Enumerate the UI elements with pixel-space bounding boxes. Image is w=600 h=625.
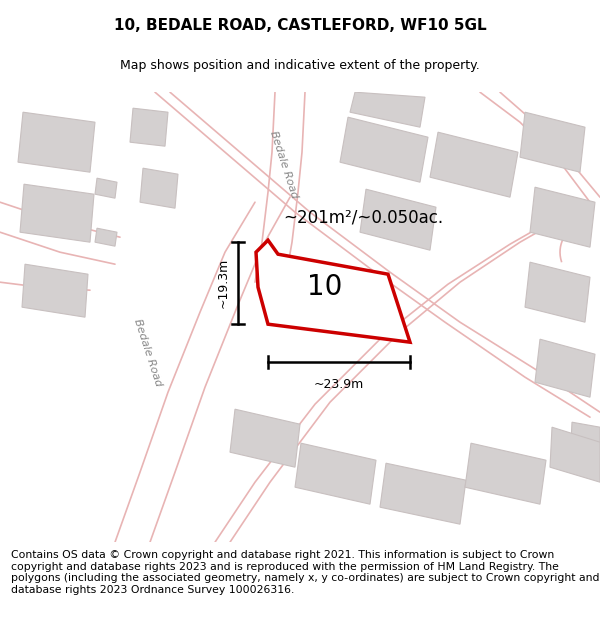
Polygon shape <box>550 428 600 483</box>
Polygon shape <box>130 108 168 146</box>
Polygon shape <box>520 112 585 172</box>
Polygon shape <box>570 422 600 470</box>
Text: Contains OS data © Crown copyright and database right 2021. This information is : Contains OS data © Crown copyright and d… <box>11 550 599 595</box>
Polygon shape <box>430 132 518 198</box>
Polygon shape <box>230 409 300 468</box>
Polygon shape <box>95 178 117 198</box>
Polygon shape <box>95 228 117 246</box>
Polygon shape <box>18 112 95 172</box>
Text: ~201m²/~0.050ac.: ~201m²/~0.050ac. <box>283 208 443 226</box>
Text: 10: 10 <box>307 273 343 301</box>
Polygon shape <box>465 443 546 504</box>
Text: Bedale Road: Bedale Road <box>268 129 299 199</box>
Polygon shape <box>535 339 595 398</box>
Text: Map shows position and indicative extent of the property.: Map shows position and indicative extent… <box>120 59 480 72</box>
Polygon shape <box>20 184 94 242</box>
Polygon shape <box>380 463 466 524</box>
Text: Bedale Road: Bedale Road <box>133 317 164 388</box>
Polygon shape <box>140 168 178 208</box>
Polygon shape <box>22 264 88 317</box>
Polygon shape <box>350 92 425 128</box>
Polygon shape <box>256 240 410 342</box>
Polygon shape <box>530 188 595 247</box>
Text: ~23.9m: ~23.9m <box>314 378 364 391</box>
Polygon shape <box>340 118 428 182</box>
Text: ~19.3m: ~19.3m <box>217 258 230 308</box>
Polygon shape <box>295 443 376 504</box>
Text: 10, BEDALE ROAD, CASTLEFORD, WF10 5GL: 10, BEDALE ROAD, CASTLEFORD, WF10 5GL <box>113 18 487 33</box>
Polygon shape <box>360 189 436 250</box>
Polygon shape <box>525 262 590 322</box>
